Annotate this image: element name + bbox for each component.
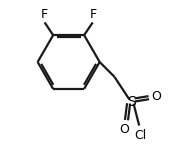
Text: O: O [151,90,161,103]
Text: F: F [89,8,97,21]
Text: Cl: Cl [135,129,147,142]
Text: F: F [40,8,48,21]
Text: S: S [127,95,136,108]
Text: O: O [119,123,129,136]
